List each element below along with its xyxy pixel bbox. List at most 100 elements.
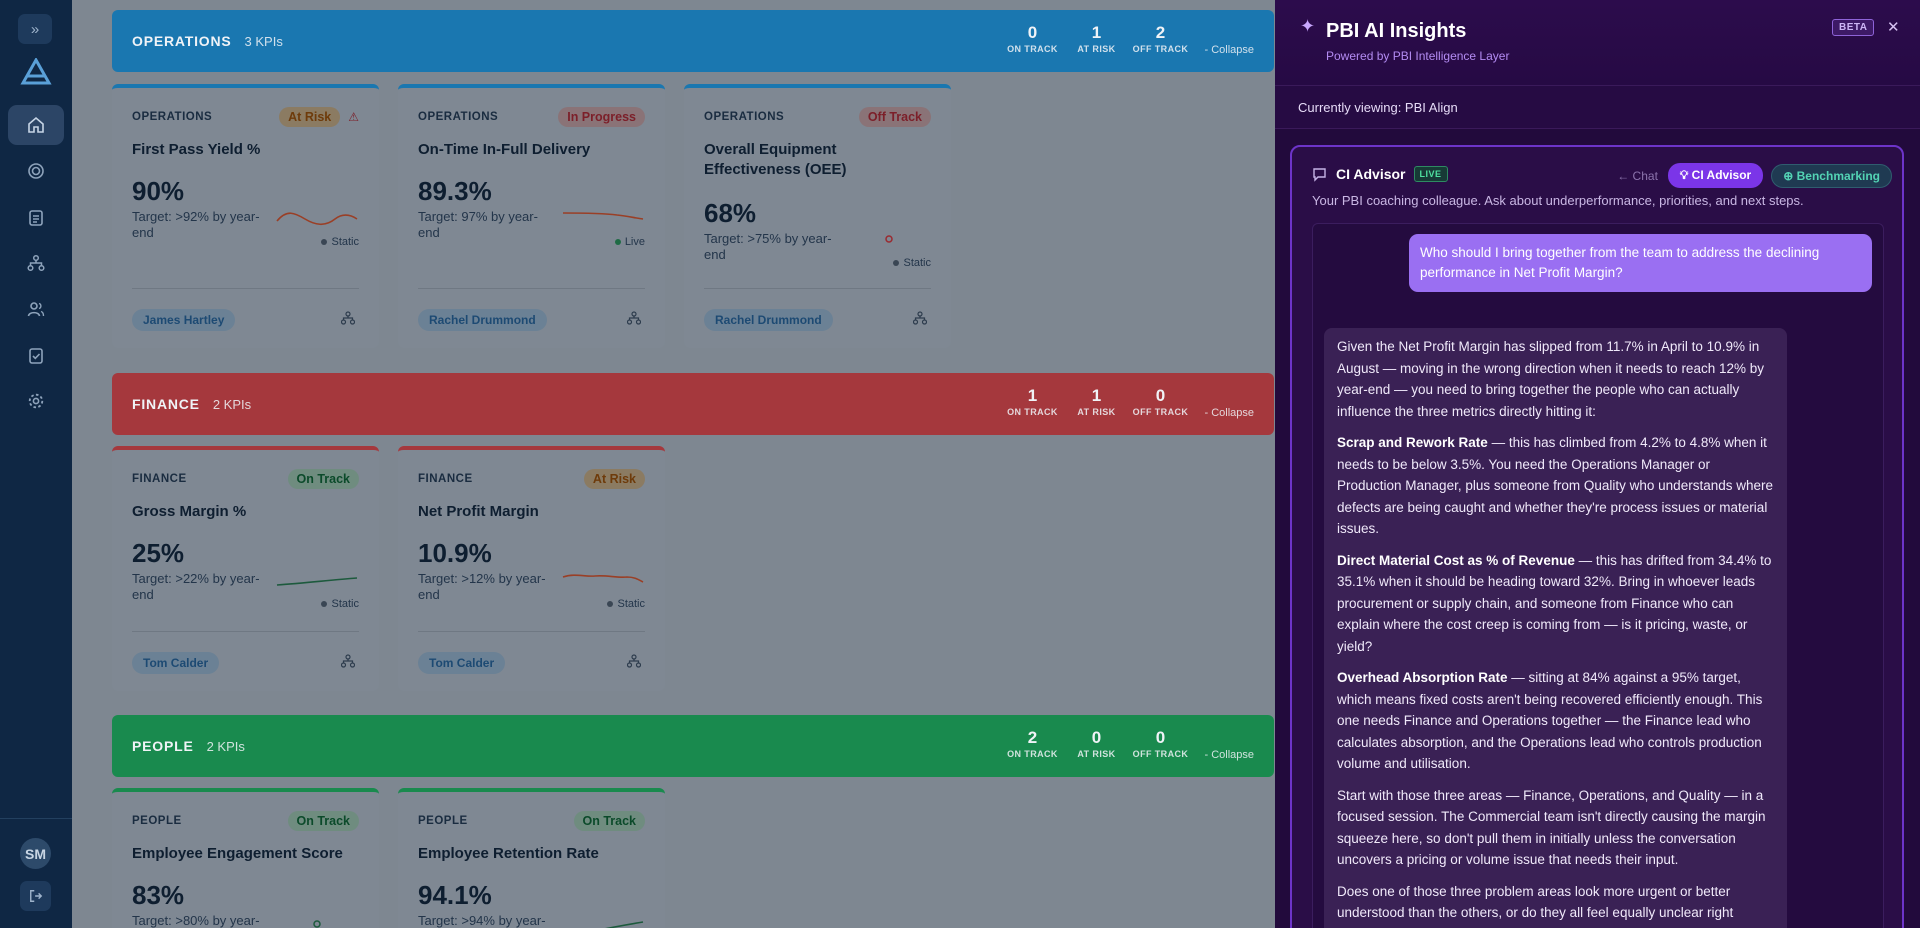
status-badge: At Risk [279,107,341,127]
collapse-button[interactable]: - Collapse [1204,44,1254,56]
rail-divider [0,818,72,819]
clipboard-icon [29,210,43,226]
kpi-name: First Pass Yield % [132,141,261,158]
source-dot-icon [321,239,328,246]
group-header-finance[interactable]: FINANCE 2 KPIs 1 ON TRACK 1 AT RISK 0 OFF T… [112,373,1274,435]
tab-benchmarking[interactable]: ⊕ Benchmarking [1771,163,1892,188]
data-source: Static [321,598,359,610]
hierarchy-icon[interactable] [913,311,927,325]
hierarchy-icon[interactable] [341,311,355,325]
group-title: OPERATIONS [132,33,232,49]
kpi-card[interactable]: OPERATIONS At Risk ⚠ First Pass Yield % … [112,84,379,348]
reply-point-text: — this has drifted from 34.4% to 35.1% w… [1337,552,1772,654]
group-header-people[interactable]: PEOPLE 2 KPIs 2 ON TRACK 0 AT RISK 0 OFF TR… [112,715,1274,777]
ci-advisor-card: CI Advisor LIVE ← Chat 💡︎ CI Advisor ⊕ B… [1290,145,1904,928]
nav-tasks[interactable] [8,335,64,375]
kpi-value: 10.9% [418,538,492,568]
status-badge: Off Track [858,107,931,127]
advisor-name: CI Advisor [1336,166,1406,182]
owner-chip[interactable]: James Hartley [132,309,236,331]
kpi-card[interactable]: OPERATIONS Off Track Overall Equipment E… [684,84,951,348]
kpi-name: Employee Retention Rate [418,845,599,862]
sparkle-icon: ✦ [1300,16,1316,36]
panel-subtitle: Powered by PBI Intelligence Layer [1326,49,1510,63]
source-dot-icon [321,601,328,608]
kpi-card[interactable]: OPERATIONS In Progress On-Time In-Full D… [398,84,665,348]
kpi-target: Target: >94% by year- [418,913,546,928]
kpi-target: Target: >12% by year-end [418,571,546,602]
hierarchy-icon[interactable] [627,654,641,668]
hierarchy-icon [27,254,45,272]
status-badge: At Risk [583,469,645,489]
owner-chip[interactable]: Tom Calder [418,652,506,674]
at-risk-label: AT RISK [1077,407,1116,417]
kpi-card[interactable]: FINANCE On Track Gross Margin % 25% Targ… [112,446,379,691]
collapse-button[interactable]: - Collapse [1204,407,1254,419]
group-header-operations[interactable]: OPERATIONS 3 KPIs 0 ON TRACK 1 AT RISK 2 OF… [112,10,1274,72]
kpi-name: Overall Equipment Effectiveness (OEE) [704,141,847,178]
status-badge: In Progress [558,107,645,127]
avatar[interactable]: SM [20,838,51,869]
kpi-name: Employee Engagement Score [132,845,343,862]
nav-hierarchy[interactable] [8,243,64,283]
status-badge: On Track [287,469,359,489]
sparkline [562,574,644,583]
owner-chip[interactable]: Tom Calder [132,652,220,674]
lightbulb-icon: 💡︎ [1679,168,1689,182]
sparkline [562,212,644,220]
globe-icon: ⊕ [1783,168,1794,183]
collapse-button[interactable]: - Collapse [1204,749,1254,761]
on-track-count: 2 [1027,728,1038,747]
source-label: Live [624,236,645,248]
tab-label: Benchmarking [1796,168,1880,183]
kpi-card[interactable]: FINANCE At Risk Net Profit Margin 10.9% … [398,446,665,691]
data-source: Live [614,236,645,248]
data-source: Static [321,236,359,248]
reply-point-text: — this has climbed from 4.2% to 4.8% whe… [1337,435,1773,536]
target-icon [28,163,44,179]
tab-ci-advisor[interactable]: 💡︎ CI Advisor [1667,163,1764,188]
reply-point-title: Direct Material Cost as % of Revenue [1337,552,1575,568]
at-risk-count: 1 [1091,23,1102,42]
source-label: Static [331,598,359,610]
nav-reports[interactable] [8,197,64,237]
kpi-card[interactable]: PEOPLE On Track Employee Retention Rate … [398,788,665,928]
group-kpi-count: 2 KPIs [206,738,245,754]
nav-settings[interactable] [8,381,64,421]
owner-chip[interactable]: Rachel Drummond [418,309,547,331]
chevrons-right-icon: » [30,20,40,38]
logout-button[interactable] [20,881,51,911]
nav-people[interactable] [8,289,64,329]
hierarchy-icon[interactable] [627,311,641,325]
reply-point-title: Overhead Absorption Rate [1337,670,1508,685]
nav-home[interactable] [8,105,64,145]
advisor-description: Your PBI coaching colleague. Ask about u… [1312,193,1804,208]
kpi-category: PEOPLE [132,815,182,827]
kpi-value: 94.1% [418,880,492,910]
kpi-target: Target: >92% by year-end [132,209,260,240]
reply-point: Scrap and Rework Rate — this has climbed… [1337,432,1775,540]
at-risk-count: 0 [1091,728,1102,747]
app-logo-icon [20,58,52,85]
nav-goals[interactable] [8,151,64,191]
kpi-card[interactable]: PEOPLE On Track Employee Engagement Scor… [112,788,379,928]
kpi-value: 90% [132,176,185,206]
kpi-name: Net Profit Margin [418,503,539,520]
kpi-target: Target: >75% by year-end [704,231,832,262]
close-icon[interactable]: ✕ [1887,19,1900,36]
off-track-label: OFF TRACK [1132,44,1189,54]
kpi-target: Target: 97% by year-end [418,209,538,240]
group-stats: 1 ON TRACK 1 AT RISK 0 OFF TRACK - Collapse [1000,386,1254,420]
tab-label: CI Advisor [1691,168,1752,182]
gear-icon [28,393,44,409]
expand-sidebar-button[interactable]: » [18,14,52,44]
sparkline [276,577,358,586]
off-track-count: 0 [1155,386,1166,405]
hierarchy-icon[interactable] [341,654,355,668]
chat-thread: Who should I bring together from the tea… [1312,223,1884,928]
kpi-target: Target: >80% by year- [132,913,260,928]
owner-chip[interactable]: Rachel Drummond [704,309,833,331]
beta-badge: BETA [1832,19,1875,36]
sparkline [276,212,358,226]
tab-chat[interactable]: ← Chat [1617,168,1658,183]
